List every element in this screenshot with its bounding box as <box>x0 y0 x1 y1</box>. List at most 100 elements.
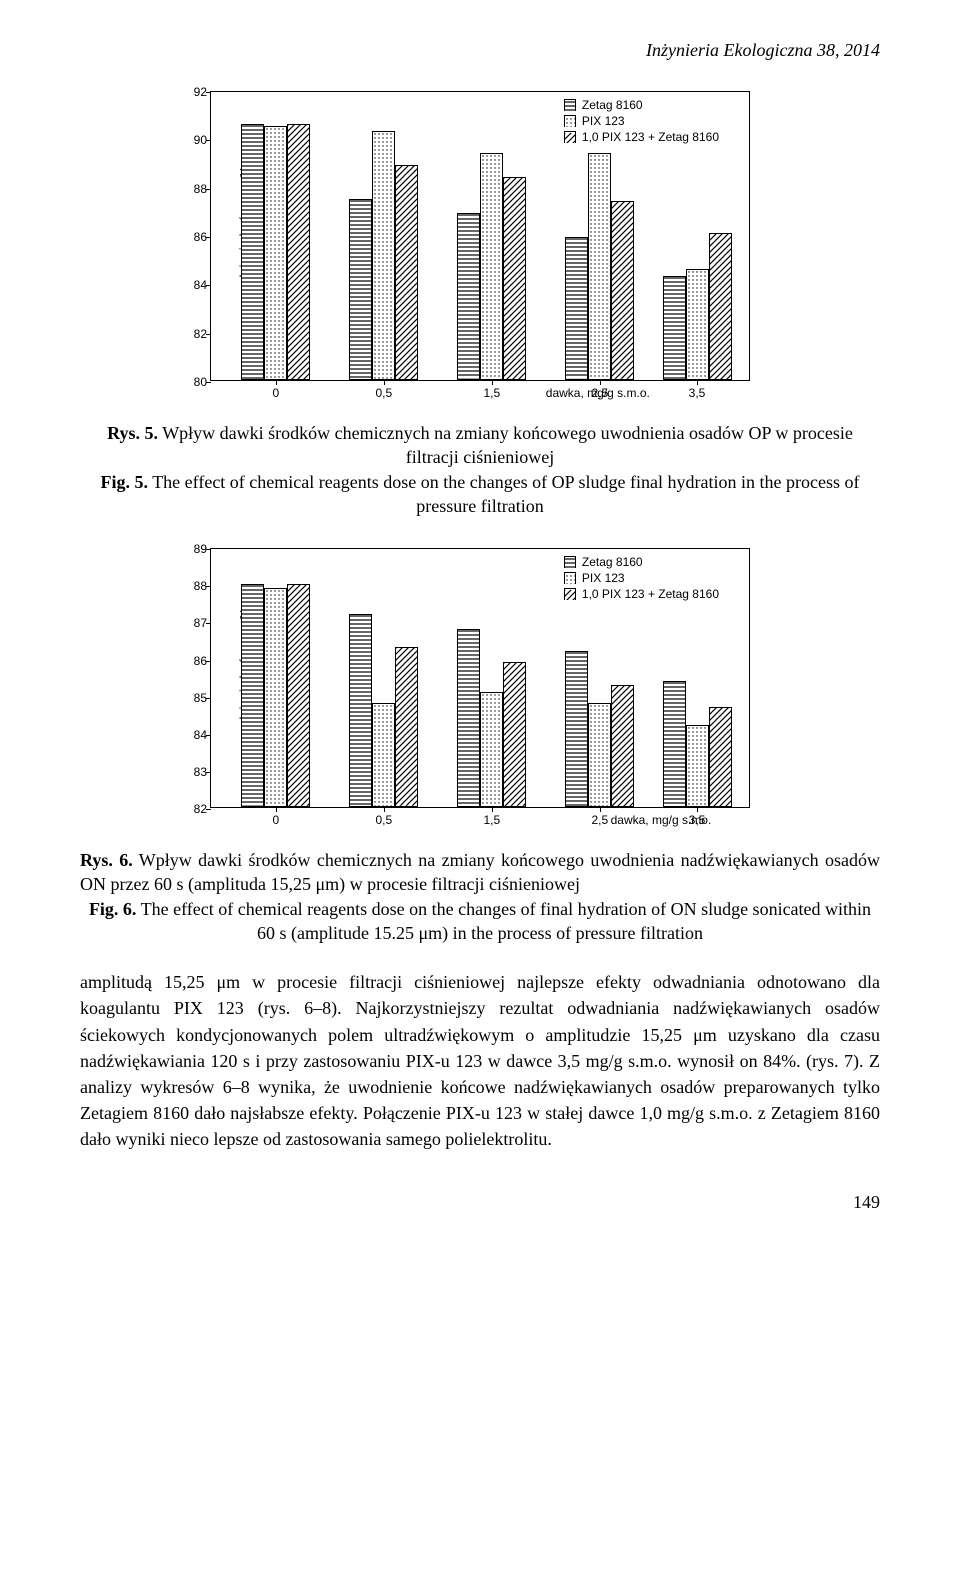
y-tick-label: 87 <box>177 616 207 630</box>
rys5-label: Rys. 5. <box>107 423 158 443</box>
x-axis-label: dawka, mg/g s.m.o. <box>546 386 650 400</box>
y-tick-mark <box>206 285 211 286</box>
y-tick-label: 92 <box>177 85 207 99</box>
page-number: 149 <box>80 1192 880 1213</box>
rys6-text: Wpływ dawki środków chemicznych na zmian… <box>80 850 880 894</box>
body-paragraph: amplitudą 15,25 μm w procesie filtracji … <box>80 969 880 1152</box>
y-tick-label: 83 <box>177 765 207 779</box>
y-tick-label: 84 <box>177 278 207 292</box>
y-tick-mark <box>206 189 211 190</box>
bar <box>395 165 418 380</box>
bar <box>686 725 709 807</box>
legend-swatch <box>564 588 576 600</box>
legend-item: PIX 123 <box>564 571 719 585</box>
legend-item: Zetag 8160 <box>564 98 719 112</box>
y-tick-mark <box>206 92 211 93</box>
figure-5-chart: uwodnienie końcowe, %8082848688909200,51… <box>210 91 750 381</box>
y-tick-mark <box>206 140 211 141</box>
x-tick-label: 1,5 <box>483 813 500 827</box>
bar <box>457 629 480 807</box>
bar <box>588 703 611 807</box>
bar <box>503 177 526 380</box>
legend-swatch <box>564 115 576 127</box>
y-tick-mark <box>206 735 211 736</box>
legend-item: 1,0 PIX 123 + Zetag 8160 <box>564 587 719 601</box>
legend-label: Zetag 8160 <box>582 98 643 112</box>
bar <box>264 126 287 380</box>
y-tick-label: 82 <box>177 802 207 816</box>
y-tick-label: 80 <box>177 375 207 389</box>
y-tick-mark <box>206 809 211 810</box>
legend: Zetag 8160 PIX 123 1,0 PIX 123 + Zetag 816… <box>564 98 719 146</box>
bar <box>686 269 709 380</box>
bar <box>709 707 732 807</box>
fig5-text: The effect of chemical reagents dose on … <box>148 472 859 516</box>
y-tick-mark <box>206 698 211 699</box>
y-tick-label: 82 <box>177 327 207 341</box>
figure-6-caption: Rys. 6. Wpływ dawki środków chemicznych … <box>80 848 880 945</box>
y-tick-label: 90 <box>177 133 207 147</box>
x-tick-label: 3,5 <box>689 386 706 400</box>
bar <box>480 692 503 807</box>
legend: Zetag 8160 PIX 123 1,0 PIX 123 + Zetag 816… <box>564 555 719 603</box>
legend-label: 1,0 PIX 123 + Zetag 8160 <box>582 587 719 601</box>
bar <box>565 237 588 380</box>
legend-swatch <box>564 131 576 143</box>
fig6-label: Fig. 6. <box>89 899 137 919</box>
x-tick-label: 1,5 <box>483 386 500 400</box>
bar <box>264 588 287 807</box>
legend-swatch <box>564 99 576 111</box>
y-tick-mark <box>206 772 211 773</box>
figure-5-caption: Rys. 5. Wpływ dawki środków chemicznych … <box>80 421 880 518</box>
bar <box>663 681 686 807</box>
legend-item: PIX 123 <box>564 114 719 128</box>
x-tick-label: 0 <box>272 386 279 400</box>
bar <box>287 124 310 380</box>
legend-label: Zetag 8160 <box>582 555 643 569</box>
y-tick-mark <box>206 623 211 624</box>
y-tick-label: 88 <box>177 579 207 593</box>
bar <box>588 153 611 380</box>
legend-swatch <box>564 572 576 584</box>
y-tick-label: 84 <box>177 728 207 742</box>
bar <box>611 685 634 808</box>
y-tick-mark <box>206 334 211 335</box>
fig5-label: Fig. 5. <box>101 472 149 492</box>
legend-item: 1,0 PIX 123 + Zetag 8160 <box>564 130 719 144</box>
bar <box>395 647 418 807</box>
legend-item: Zetag 8160 <box>564 555 719 569</box>
legend-label: PIX 123 <box>582 114 625 128</box>
bar <box>349 199 372 380</box>
x-tick-label: 0,5 <box>375 813 392 827</box>
bar <box>611 201 634 380</box>
bar <box>372 131 395 380</box>
y-tick-mark <box>206 661 211 662</box>
bar <box>457 213 480 380</box>
y-tick-label: 89 <box>177 542 207 556</box>
x-tick-label: 0 <box>272 813 279 827</box>
legend-swatch <box>564 556 576 568</box>
bar <box>709 233 732 380</box>
bar <box>241 124 264 380</box>
bar <box>349 614 372 807</box>
figure-6-chart: uwodnienie końcowe, %828384858687888900,… <box>210 548 750 808</box>
y-tick-mark <box>206 237 211 238</box>
bar <box>565 651 588 807</box>
bar <box>503 662 526 807</box>
bar <box>372 703 395 807</box>
y-tick-label: 86 <box>177 654 207 668</box>
bar <box>287 584 310 807</box>
rys5-text: Wpływ dawki środków chemicznych na zmian… <box>158 423 853 467</box>
bar <box>480 153 503 380</box>
bar <box>241 584 264 807</box>
y-tick-mark <box>206 549 211 550</box>
x-axis-label: dawka, mg/g s.mo. <box>611 813 712 827</box>
bar <box>663 276 686 380</box>
legend-label: 1,0 PIX 123 + Zetag 8160 <box>582 130 719 144</box>
y-tick-label: 86 <box>177 230 207 244</box>
x-tick-label: 0,5 <box>375 386 392 400</box>
legend-label: PIX 123 <box>582 571 625 585</box>
y-tick-label: 88 <box>177 182 207 196</box>
y-tick-mark <box>206 586 211 587</box>
journal-header: Inżynieria Ekologiczna 38, 2014 <box>80 40 880 61</box>
